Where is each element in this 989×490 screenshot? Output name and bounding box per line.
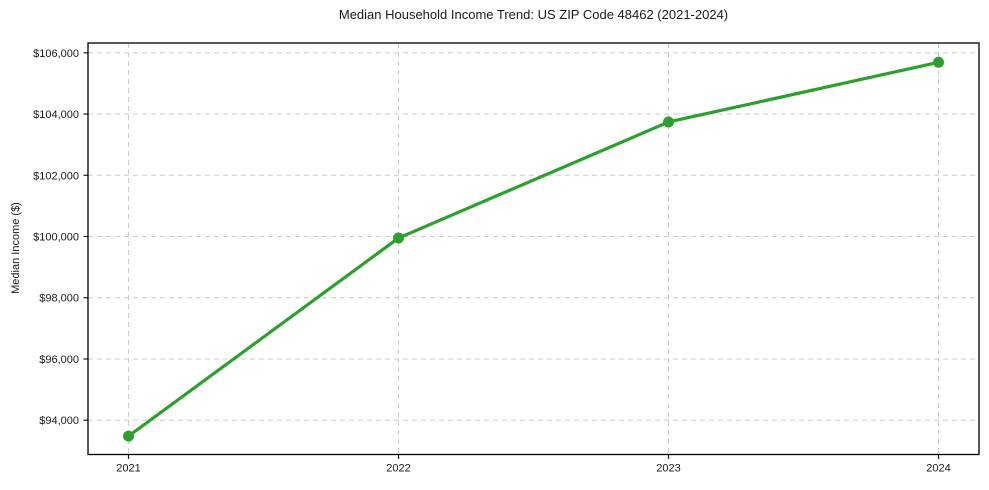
y-tick-label: $96,000 <box>39 354 79 366</box>
y-tick-label: $102,000 <box>33 170 79 182</box>
y-tick-label: $106,000 <box>33 48 79 60</box>
chart-title: Median Household Income Trend: US ZIP Co… <box>338 7 729 22</box>
y-tick-label: $94,000 <box>39 415 79 427</box>
x-tick-label: 2021 <box>116 463 140 475</box>
y-tick-label: $104,000 <box>33 109 79 121</box>
data-point <box>933 56 944 68</box>
x-tick-label: 2022 <box>386 463 410 475</box>
data-point <box>663 116 674 128</box>
x-tick-label: 2023 <box>656 463 680 475</box>
x-tick-label: 2024 <box>926 463 950 475</box>
plot-border <box>87 42 980 456</box>
y-tick-label: $100,000 <box>33 232 79 244</box>
trend-line <box>126 60 941 438</box>
y-tick-label: $98,000 <box>39 293 79 305</box>
data-point <box>393 232 404 244</box>
data-point <box>123 430 134 442</box>
